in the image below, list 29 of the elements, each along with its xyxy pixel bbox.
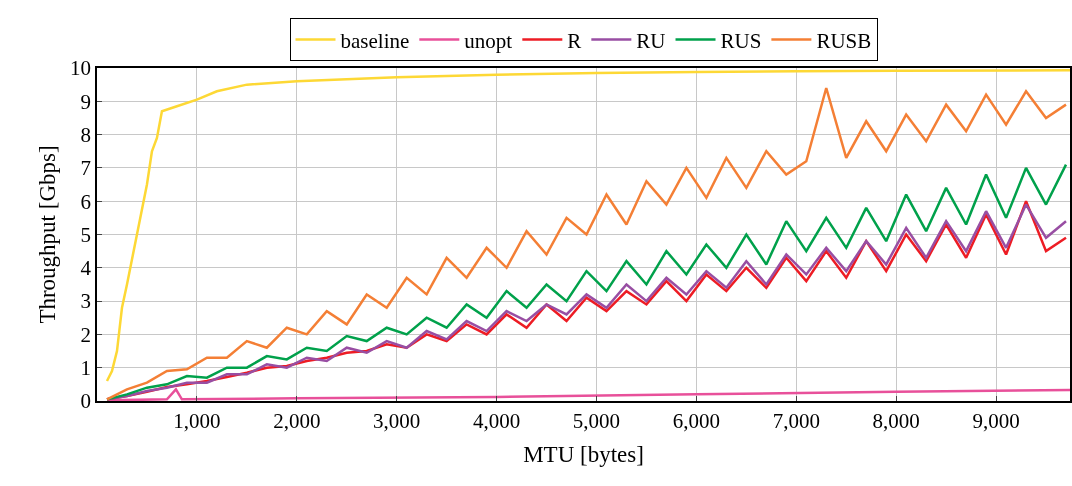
y-tick-label: 4 xyxy=(80,256,92,281)
y-tick-label: 3 xyxy=(80,289,92,314)
y-tick-label: 5 xyxy=(80,222,92,247)
y-tick-label: 2 xyxy=(80,322,92,347)
y-tick-label: 8 xyxy=(80,122,92,147)
legend-label: unopt xyxy=(464,28,513,53)
y-tick-label: 7 xyxy=(80,156,92,181)
y-tick-label: 6 xyxy=(80,189,92,214)
x-tick-label: 2,000 xyxy=(273,408,321,433)
line-series xyxy=(105,388,1070,401)
legend-label: baseline xyxy=(340,28,410,53)
x-tick-label: 4,000 xyxy=(472,408,521,433)
y-axis-title: Throughput [Gbps] xyxy=(35,145,60,324)
y-tick-label: 10 xyxy=(70,56,92,81)
legend-label: RUSB xyxy=(816,28,872,53)
legend-label: RU xyxy=(636,28,666,53)
y-tick-label: 0 xyxy=(80,389,92,414)
x-tick-label: 5,000 xyxy=(572,408,621,433)
x-tick-label: 1,000 xyxy=(173,408,221,433)
x-tick-label: 8,000 xyxy=(872,408,920,433)
legend-label: R xyxy=(567,28,582,53)
y-tick-label: 1 xyxy=(80,356,92,381)
x-tick-label: 9,000 xyxy=(972,408,1020,433)
legend-label: RUS xyxy=(720,28,762,53)
y-tick-label: 9 xyxy=(80,89,92,114)
x-tick-label: 3,000 xyxy=(373,408,421,433)
x-tick-label: 6,000 xyxy=(672,408,721,433)
x-axis-title: MTU [bytes] xyxy=(523,442,644,468)
x-tick-label: 7,000 xyxy=(772,408,820,433)
